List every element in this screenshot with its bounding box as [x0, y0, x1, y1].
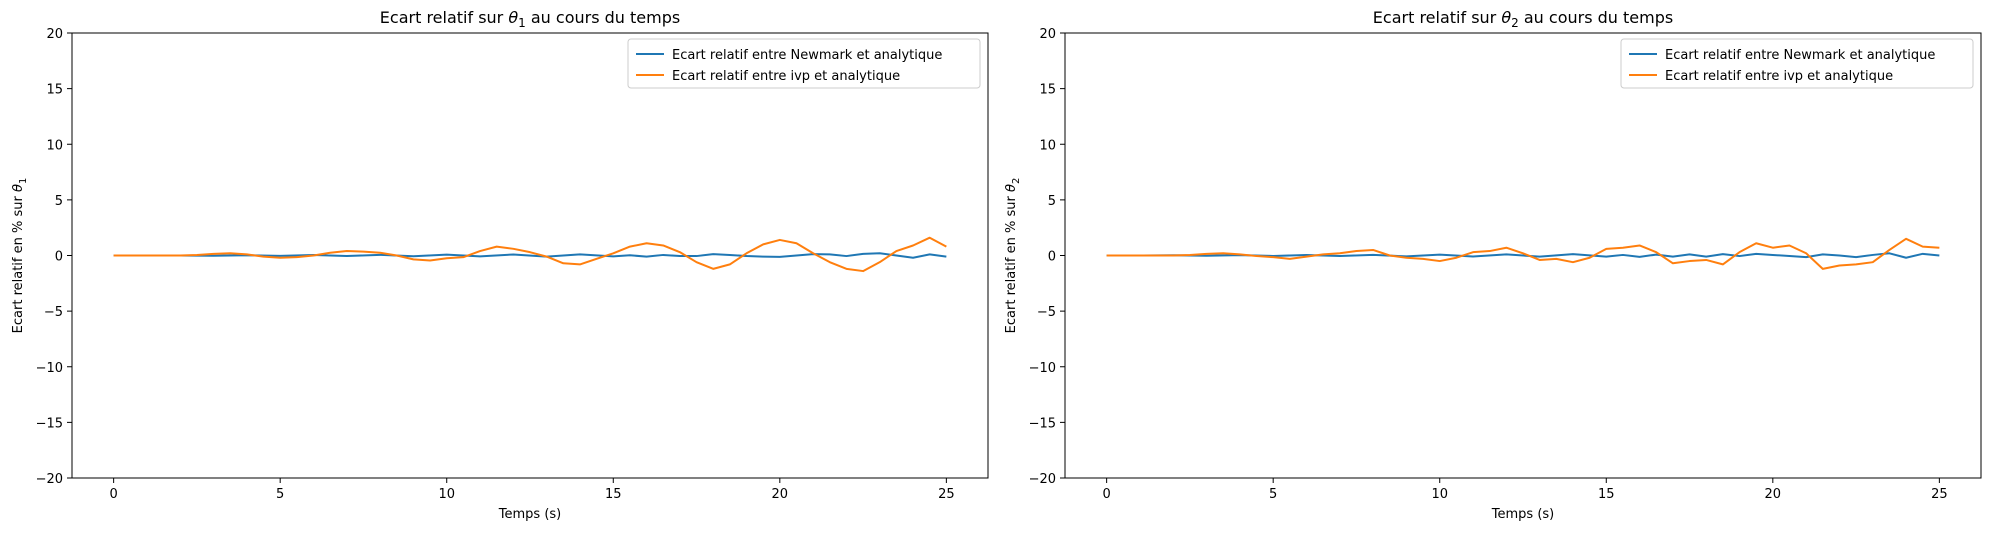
y-tick-label: 15 [1039, 83, 1056, 98]
y-tick-label: −5 [1037, 305, 1056, 320]
chart-title: Ecart relatif sur θ1 au cours du temps [380, 8, 680, 30]
y-tick-label: −20 [36, 472, 63, 487]
legend-box [627, 38, 981, 89]
y-tick-label: −10 [1029, 361, 1056, 376]
text-part-sym: θ [11, 184, 26, 192]
text-part-sym: θ [1501, 8, 1511, 27]
x-tick-label: 5 [276, 487, 284, 502]
x-tick-label: 10 [1431, 487, 1448, 502]
x-tick-label: 0 [109, 487, 117, 502]
series-line-ivp [113, 236, 947, 273]
y-tick-label: 20 [1039, 27, 1056, 42]
text-part-post: au cours du temps [1519, 8, 1673, 27]
x-tick-label: 20 [772, 487, 789, 502]
y-tick-label: 0 [1048, 250, 1056, 265]
x-tick-label: 15 [605, 487, 622, 502]
chart-panel-2: 0 5 10 15 20 25 −20 −15 −10 −5 0 5 10 15 20 Temps (s) Ec… [1004, 8, 1982, 522]
y-axis-label: Ecart relatif en % sur θ2 [1004, 178, 1022, 334]
legend: Ecart relatif entre Newmark et analytiqu… [627, 38, 981, 89]
y-axis-label: Ecart relatif en % sur θ1 [11, 178, 29, 334]
y-tick-label: −10 [36, 361, 63, 376]
y-tick-label: 5 [1048, 194, 1056, 209]
y-tick-label: −5 [44, 305, 63, 320]
x-tick-label: 15 [1598, 487, 1615, 502]
series-line-newmark [1106, 252, 1940, 259]
text-part-sub: 1 [18, 178, 29, 184]
legend-label-ivp: Ecart relatif entre ivp et analytique [672, 69, 900, 84]
text-part-pre: Ecart relatif sur [1373, 8, 1502, 27]
y-tick-label: −15 [1029, 416, 1056, 431]
legend-label-newmark: Ecart relatif entre Newmark et analytiqu… [1665, 48, 1935, 63]
y-tick-label: 5 [55, 194, 63, 209]
x-tick-label: 25 [938, 487, 955, 502]
text-part-post: au cours du temps [526, 8, 680, 27]
y-tick-label: 15 [46, 83, 63, 98]
text-part-sub: 2 [1511, 16, 1519, 30]
x-tick-label: 0 [1102, 487, 1110, 502]
x-tick-label: 5 [1269, 487, 1277, 502]
x-tick-label: 25 [1931, 487, 1948, 502]
legend-box [1620, 38, 1974, 89]
y-tick-label: 20 [46, 27, 63, 42]
y-tick-label: 10 [1039, 138, 1056, 153]
x-axis-label: Temps (s) [1491, 507, 1554, 522]
chart-title: Ecart relatif sur θ2 au cours du temps [1373, 8, 1673, 30]
text-part-pre: Ecart relatif sur [380, 8, 509, 27]
y-tick-label: 10 [46, 138, 63, 153]
legend-label-ivp: Ecart relatif entre ivp et analytique [1665, 69, 1893, 84]
text-part-sym: θ [1004, 184, 1019, 192]
text-part-sub: 1 [518, 16, 526, 30]
chart-panel-1: 0 5 10 15 20 25 −20 −15 −10 −5 0 5 10 15 20 Temps (s) Ec… [11, 8, 989, 522]
legend: Ecart relatif entre Newmark et analytiqu… [1620, 38, 1974, 89]
text-part-pre: Ecart relatif en % sur [1004, 192, 1019, 333]
x-tick-label: 10 [438, 487, 455, 502]
text-part-sub: 2 [1011, 178, 1022, 184]
text-part-sym: θ [508, 8, 518, 27]
text-part-pre: Ecart relatif en % sur [11, 192, 26, 333]
y-tick-label: −15 [36, 416, 63, 431]
series-line-ivp [1106, 237, 1940, 270]
y-tick-label: −20 [1029, 472, 1056, 487]
x-tick-label: 20 [1765, 487, 1782, 502]
y-tick-label: 0 [55, 250, 63, 265]
legend-label-newmark: Ecart relatif entre Newmark et analytiqu… [672, 48, 942, 63]
x-axis-label: Temps (s) [498, 507, 561, 522]
